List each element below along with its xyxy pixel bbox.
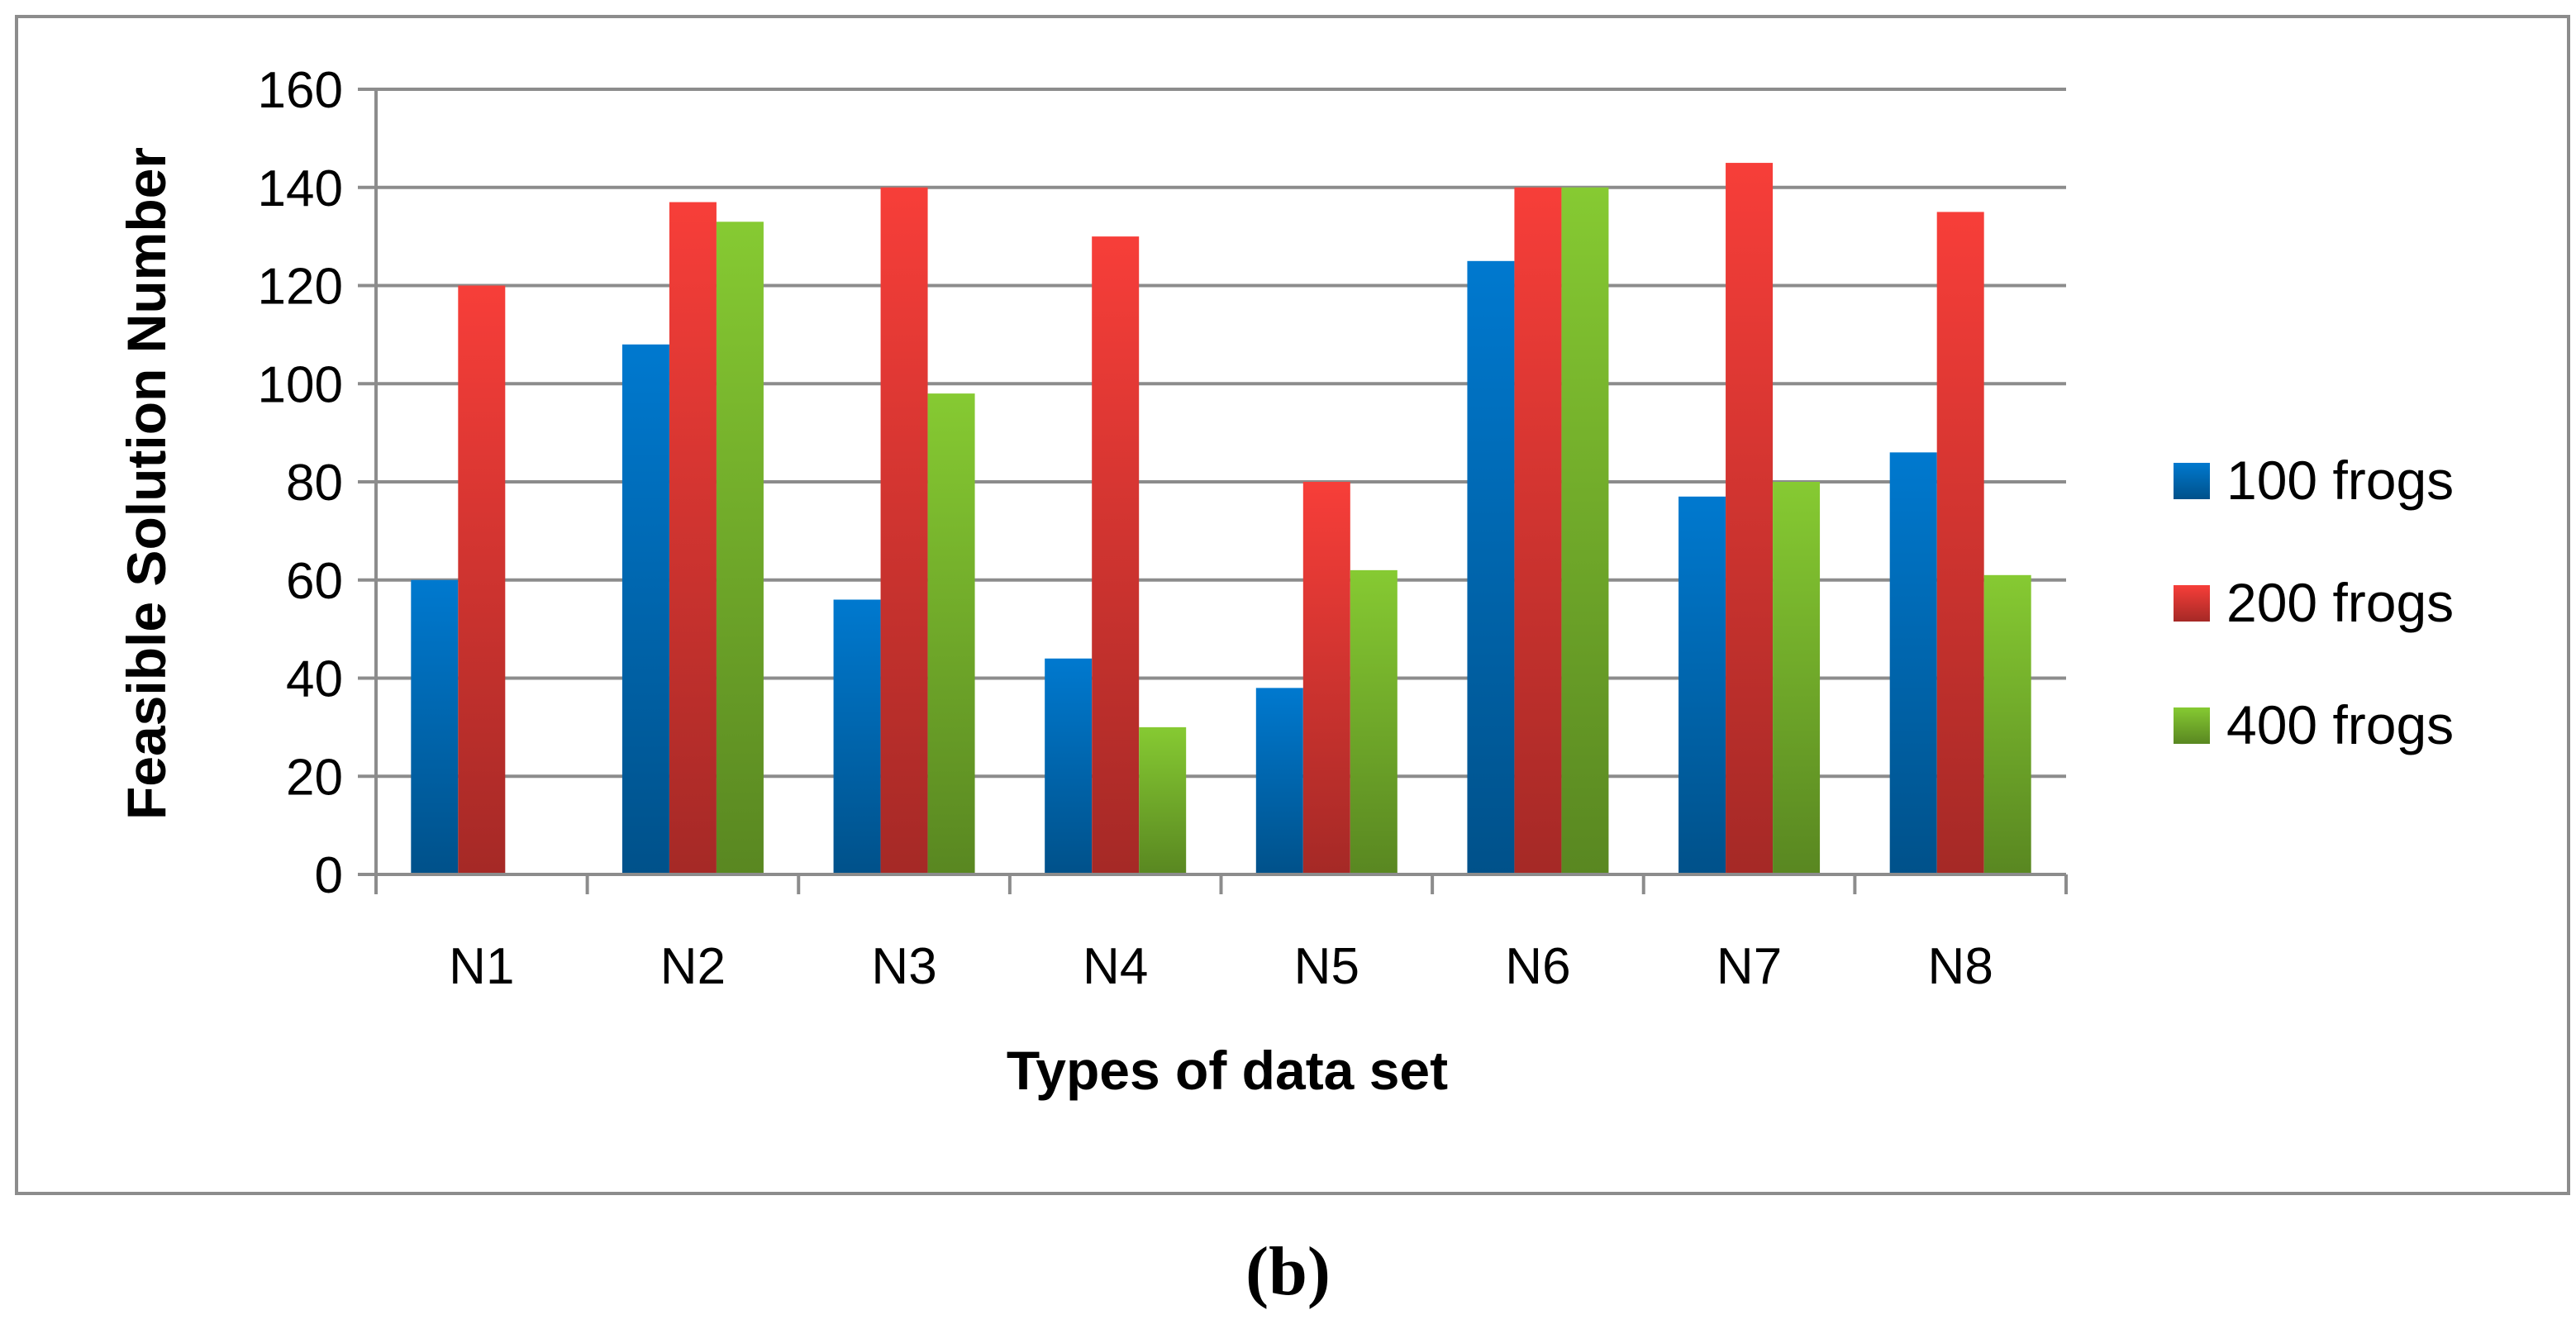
bar-100-frogs-N7: [1678, 496, 1726, 874]
legend-label: 400 frogs: [2226, 694, 2454, 755]
bar-400-frogs-N4: [1139, 726, 1187, 874]
bar-400-frogs-N6: [1561, 187, 1609, 874]
y-tick-label: 20: [286, 749, 343, 806]
legend-swatch: [2174, 707, 2210, 744]
x-tick-label: N5: [1294, 938, 1359, 995]
bar-200-frogs-N3: [880, 187, 928, 874]
x-tick-label: N4: [1083, 938, 1148, 995]
y-tick-label: 60: [286, 553, 343, 610]
legend-swatch: [2174, 585, 2210, 622]
bar-200-frogs-N5: [1302, 482, 1350, 874]
y-tick-label: 160: [258, 62, 343, 119]
bars: [411, 163, 2031, 874]
tick-labels: 0 20 40 60 80 100 120 140 160 N1 N2 N3 N4 N5 N6 N7 N8: [258, 62, 1993, 995]
bar-200-frogs-N4: [1092, 236, 1140, 874]
bar-400-frogs-N3: [927, 393, 975, 874]
axes: [374, 89, 2068, 894]
bar-200-frogs-N7: [1726, 163, 1774, 874]
bar-200-frogs-N1: [458, 285, 506, 874]
bar-400-frogs-N8: [1983, 574, 2031, 874]
figure-caption: (b): [1245, 1233, 1331, 1310]
x-tick-label: N8: [1928, 938, 1993, 995]
x-tick-label: N7: [1717, 938, 1782, 995]
legend-label: 100 frogs: [2226, 450, 2454, 511]
bar-100-frogs-N2: [621, 344, 669, 874]
y-tick-label: 100: [258, 356, 343, 413]
bar-400-frogs-N7: [1773, 482, 1821, 874]
bar-400-frogs-N2: [716, 222, 764, 874]
legend-swatch: [2174, 463, 2210, 499]
bar-200-frogs-N6: [1514, 187, 1562, 874]
bar-100-frogs-N6: [1467, 260, 1515, 874]
x-axis-title: Types of data set: [1007, 1040, 1448, 1101]
bar-200-frogs-N8: [1936, 212, 1984, 874]
y-axis-title: Feasible Solution Number: [116, 147, 177, 820]
bar-100-frogs-N5: [1255, 688, 1303, 874]
bar-100-frogs-N1: [411, 579, 459, 874]
y-tick-label: 80: [286, 455, 343, 512]
bar-400-frogs-N5: [1350, 569, 1398, 874]
bar-100-frogs-N4: [1045, 658, 1093, 874]
x-tick-label: N6: [1505, 938, 1570, 995]
y-tick-label: 40: [286, 651, 343, 708]
y-tick-label: 140: [258, 160, 343, 217]
bar-100-frogs-N3: [833, 599, 881, 874]
x-tick-label: N1: [449, 938, 514, 995]
bar-200-frogs-N2: [669, 202, 717, 874]
y-tick-label: 0: [315, 847, 343, 904]
x-tick-label: N3: [871, 938, 936, 995]
y-tick-label: 120: [258, 259, 343, 316]
legend-label: 200 frogs: [2226, 572, 2454, 633]
bar-100-frogs-N8: [1889, 452, 1937, 874]
legend: 100 frogs 200 frogs 400 frogs: [2174, 450, 2454, 755]
x-tick-label: N2: [660, 938, 726, 995]
